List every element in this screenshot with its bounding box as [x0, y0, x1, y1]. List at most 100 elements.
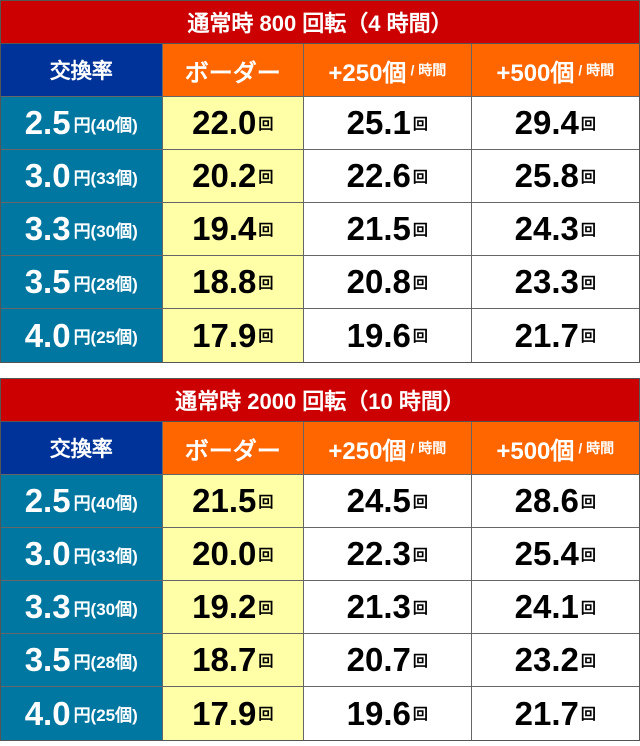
plus250-cell: 25.1 回: [304, 97, 472, 149]
spin-unit: 回: [580, 599, 596, 617]
border-cell: 19.2 回: [162, 581, 305, 633]
plus500-value: 23.2: [514, 641, 579, 678]
plus500-value: 25.4: [514, 535, 579, 572]
rate-value: 3.3: [24, 588, 71, 625]
rate-cell: 3.0 円(33個): [1, 528, 163, 580]
border-value: 19.2: [192, 588, 257, 625]
border-cell: 18.8 回: [162, 256, 305, 308]
spin-unit: 回: [412, 221, 428, 239]
header-plus500: +500個 / 時間: [471, 44, 639, 96]
spin-unit: 回: [580, 115, 596, 133]
plus500-cell: 21.7 回: [471, 309, 639, 362]
header-plus250: +250個 / 時間: [304, 422, 472, 474]
plus250-cell: 19.6 回: [304, 687, 472, 740]
plus250-value: 21.3: [346, 588, 411, 625]
border-value: 18.8: [192, 263, 257, 300]
plus500-cell: 21.7 回: [471, 687, 639, 740]
spin-unit: 回: [258, 652, 274, 670]
border-value: 20.2: [192, 157, 257, 194]
plus250-cell: 19.6 回: [304, 309, 472, 362]
rate-unit: 円(33個): [73, 168, 138, 188]
plus500-cell: 28.6 回: [471, 475, 639, 527]
header-rate-label: 交換率: [49, 60, 113, 83]
spin-unit: 回: [258, 493, 274, 511]
plus250-cell: 21.3 回: [304, 581, 472, 633]
plus500-value: 21.7: [514, 316, 579, 354]
plus250-value: 22.3: [346, 535, 411, 572]
border-cell: 19.4 回: [162, 203, 305, 255]
rate-unit: 円(40個): [73, 493, 138, 513]
table-title: 通常時 2000 回転（10 時間）: [1, 379, 639, 422]
plus250-cell: 20.8 回: [304, 256, 472, 308]
spin-unit: 回: [258, 706, 274, 723]
table-row: 3.0 円(33個) 20.2 回 22.6 回 25.8 回: [1, 150, 639, 203]
plus250-value: 19.6: [346, 694, 411, 732]
spin-unit: 回: [412, 328, 428, 345]
rate-cell: 2.5 円(40個): [1, 475, 163, 527]
rate-cell: 4.0 円(25個): [1, 687, 163, 740]
border-cell: 21.5 回: [162, 475, 305, 527]
plus500-value: 29.4: [514, 104, 579, 141]
border-table: 通常時 800 回転（4 時間） 交換率 ボーダー +250個 / 時間 +500個 / 時…: [0, 0, 640, 363]
border-value: 19.4: [192, 210, 257, 247]
plus500-value: 25.8: [514, 157, 579, 194]
header-rate: 交換率: [1, 44, 163, 96]
border-value: 18.7: [192, 641, 257, 678]
header-border: ボーダー: [162, 422, 305, 474]
border-value: 21.5: [192, 482, 257, 519]
spin-unit: 回: [580, 168, 596, 186]
header-plus500-label: +500個: [496, 437, 575, 465]
table-row: 4.0 円(25個) 17.9 回 19.6 回 21.7 回: [1, 687, 639, 740]
rate-value: 4.0: [24, 694, 71, 732]
table-row: 2.5 円(40個) 22.0 回 25.1 回 29.4 回: [1, 97, 639, 150]
rate-cell: 2.5 円(40個): [1, 97, 163, 149]
table-row: 3.0 円(33個) 20.0 回 22.3 回 25.4 回: [1, 528, 639, 581]
spin-unit: 回: [258, 168, 274, 186]
border-value: 17.9: [192, 694, 257, 732]
spin-unit: 回: [412, 599, 428, 617]
plus250-cell: 21.5 回: [304, 203, 472, 255]
header-row: 交換率 ボーダー +250個 / 時間 +500個 / 時間: [1, 422, 639, 475]
plus500-value: 24.3: [514, 210, 579, 247]
header-rate: 交換率: [1, 422, 163, 474]
rate-unit: 円(25個): [73, 706, 138, 725]
spin-unit: 回: [412, 274, 428, 292]
spin-unit: 回: [258, 599, 274, 617]
header-border-label: ボーダー: [184, 59, 281, 87]
header-plus500: +500個 / 時間: [471, 422, 639, 474]
per-hour-label: / 時間: [578, 440, 615, 456]
table-row: 3.5 円(28個) 18.8 回 20.8 回 23.3 回: [1, 256, 639, 309]
rate-value: 2.5: [24, 482, 71, 519]
table-row: 2.5 円(40個) 21.5 回 24.5 回 28.6 回: [1, 475, 639, 528]
rate-cell: 3.3 円(30個): [1, 581, 163, 633]
plus500-value: 21.7: [514, 694, 579, 732]
rate-unit: 円(25個): [73, 328, 138, 347]
rate-unit: 円(30個): [73, 221, 138, 241]
spin-unit: 回: [580, 328, 596, 345]
border-value: 20.0: [192, 535, 257, 572]
plus250-value: 20.8: [346, 263, 411, 300]
per-hour-label: / 時間: [410, 62, 447, 78]
plus500-cell: 23.2 回: [471, 634, 639, 686]
border-cell: 18.7 回: [162, 634, 305, 686]
spin-unit: 回: [580, 221, 596, 239]
spin-unit: 回: [580, 706, 596, 723]
rate-unit: 円(28個): [73, 652, 138, 672]
plus500-cell: 23.3 回: [471, 256, 639, 308]
border-value: 22.0: [192, 104, 257, 141]
spin-unit: 回: [412, 115, 428, 133]
rate-cell: 3.5 円(28個): [1, 634, 163, 686]
rate-unit: 円(33個): [73, 546, 138, 566]
spin-unit: 回: [412, 652, 428, 670]
plus500-cell: 25.8 回: [471, 150, 639, 202]
plus250-cell: 24.5 回: [304, 475, 472, 527]
header-plus250: +250個 / 時間: [304, 44, 472, 96]
rate-value: 3.3: [24, 210, 71, 247]
plus250-cell: 20.7 回: [304, 634, 472, 686]
table-row: 3.3 円(30個) 19.2 回 21.3 回 24.1 回: [1, 581, 639, 634]
rate-cell: 3.0 円(33個): [1, 150, 163, 202]
per-hour-label: / 時間: [410, 440, 447, 456]
spin-unit: 回: [412, 168, 428, 186]
plus250-value: 20.7: [346, 641, 411, 678]
header-border: ボーダー: [162, 44, 305, 96]
